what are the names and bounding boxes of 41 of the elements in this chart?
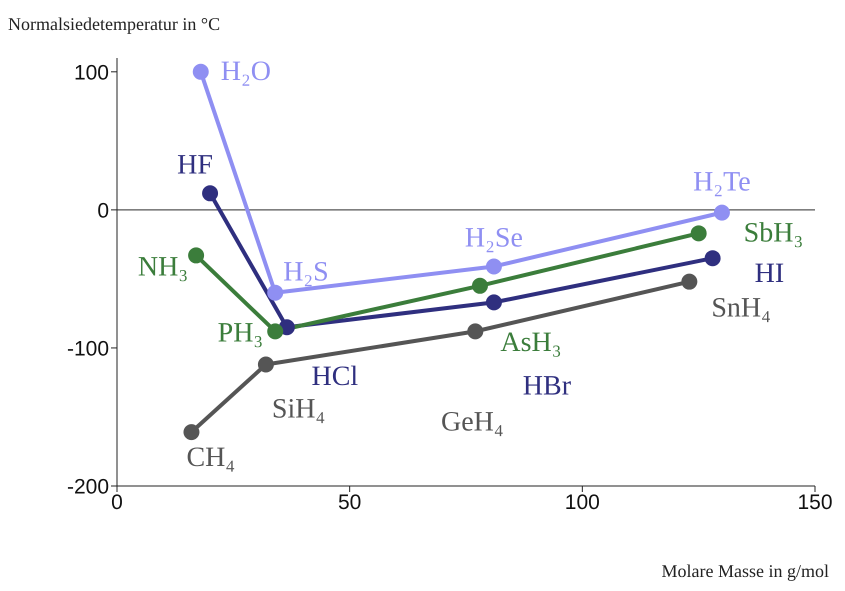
annotation: SbH₃ <box>744 217 804 248</box>
point <box>690 225 707 242</box>
point <box>183 424 200 440</box>
annotation: PH₃ <box>218 317 264 348</box>
point <box>267 284 284 301</box>
point <box>202 185 218 202</box>
annotation: SiH₄ <box>272 394 326 425</box>
annotation: H₂S <box>283 256 329 288</box>
annotation: CH₄ <box>186 442 236 474</box>
point <box>188 247 204 264</box>
point <box>472 278 488 294</box>
point <box>681 274 698 290</box>
point <box>278 319 295 336</box>
y-tick-label: 0 <box>97 199 109 222</box>
x-tick-label: 150 <box>797 490 833 514</box>
point <box>467 323 484 340</box>
y-tick-label: -200 <box>66 475 109 498</box>
point <box>714 204 730 221</box>
annotation: H₂Se <box>464 222 523 254</box>
point <box>486 258 502 274</box>
y-tick-label: -100 <box>66 337 109 360</box>
annotation: HF <box>177 149 213 180</box>
point <box>267 323 284 340</box>
x-tick-label: 50 <box>338 490 362 514</box>
annotation: HI <box>754 258 784 290</box>
y-tick-label: 100 <box>74 61 109 84</box>
point <box>704 250 721 266</box>
point <box>192 64 209 80</box>
point <box>258 356 274 373</box>
annotation: HCl <box>312 361 358 392</box>
x-tick-label: 100 <box>564 490 600 514</box>
annotation: GeH₄ <box>440 406 504 438</box>
annotation: H₂Te <box>693 166 751 198</box>
y-axis-title: Normalsiedetemperatur in °C <box>8 14 220 34</box>
annotation: AsH₃ <box>500 326 562 358</box>
annotation: NH₃ <box>138 251 188 282</box>
annotation: HBr <box>522 370 572 402</box>
point <box>486 294 502 310</box>
annotation: H₂O <box>220 56 271 87</box>
annotation: SnH₄ <box>711 292 771 324</box>
x-axis-title: Molare Masse in g/mol <box>662 561 829 581</box>
